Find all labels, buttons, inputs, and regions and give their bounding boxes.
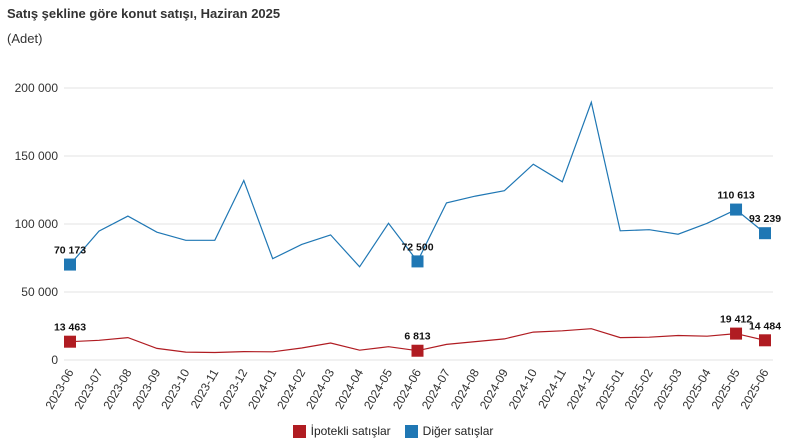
data-marker [730, 327, 743, 340]
data-label: 14 484 [749, 320, 781, 332]
legend-label: İpotekli satışlar [310, 424, 391, 438]
legend-swatch [292, 424, 306, 438]
data-label: 19 412 [720, 314, 752, 326]
data-marker [411, 255, 424, 268]
data-label: 72 500 [401, 241, 433, 253]
legend: İpotekli satışlar Diğer satışlar [0, 424, 786, 438]
series-lines [69, 100, 766, 354]
grid-lines [64, 87, 773, 361]
chart-title: Satış şekline göre konut satışı, Haziran… [7, 6, 281, 21]
y-axis-ticks: 0 50 000 100 000 150 000 200 000 [15, 81, 59, 367]
data-label: 13 463 [54, 322, 86, 334]
y-tick-label: 200 000 [15, 81, 59, 95]
legend-swatch [404, 424, 418, 438]
data-label: 93 239 [749, 213, 781, 225]
y-tick-label: 100 000 [15, 217, 59, 231]
x-axis-ticks: 2023-062023-072023-082023-092023-102023-… [42, 366, 771, 411]
data-marker [730, 203, 743, 216]
series-markers [64, 203, 771, 357]
chart-subtitle: (Adet) [7, 31, 43, 46]
data-marker [759, 227, 771, 240]
legend-item-ipotekli[interactable]: İpotekli satışlar [292, 424, 391, 438]
legend-label: Diğer satışlar [422, 424, 494, 438]
data-marker [759, 334, 771, 347]
data-label: 110 613 [717, 190, 755, 202]
data-marker [64, 258, 76, 271]
data-label: 70 173 [54, 245, 86, 257]
y-tick-label: 150 000 [15, 149, 59, 163]
x-tick-label: 2025-06 [737, 366, 771, 411]
y-tick-label: 50 000 [21, 285, 58, 299]
data-marker [411, 344, 424, 357]
data-label: 6 813 [404, 331, 430, 343]
legend-item-diger[interactable]: Diğer satışlar [404, 424, 494, 438]
data-marker [64, 335, 76, 348]
y-tick-label: 0 [51, 353, 58, 367]
